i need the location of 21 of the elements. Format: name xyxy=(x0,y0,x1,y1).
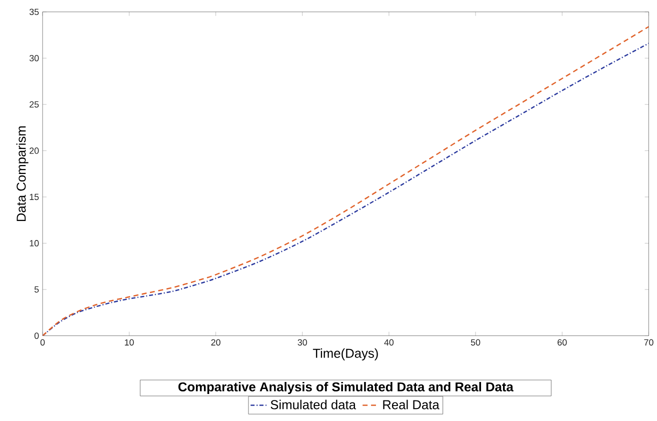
y-tick-label: 25 xyxy=(30,101,39,108)
y-tick-label: 10 xyxy=(30,240,39,246)
legend-label: Real Data xyxy=(383,400,440,410)
x-tick-label: 0 xyxy=(40,339,45,346)
legend-label: Simulated data xyxy=(270,400,356,410)
x-tick-label: 20 xyxy=(211,339,220,346)
y-axis-title: Data Comparism xyxy=(16,126,28,222)
y-tick-label: 5 xyxy=(34,286,39,293)
x-tick-label: 50 xyxy=(470,339,480,346)
x-tick-label: 40 xyxy=(384,339,394,346)
x-tick-label: 30 xyxy=(298,339,307,346)
y-tick-label: 0 xyxy=(34,332,39,339)
y-tick-label: 15 xyxy=(30,194,39,200)
x-tick-label: 70 xyxy=(644,339,654,346)
x-tick-label: 60 xyxy=(558,339,567,346)
y-tick-label: 35 xyxy=(30,8,39,16)
legend-title: Comparative Analysis of Simulated Data and Real Data xyxy=(178,382,514,394)
x-axis-title: Time(Days) xyxy=(312,348,378,360)
x-tick-label: 10 xyxy=(124,339,134,346)
y-tick-label: 30 xyxy=(30,55,39,62)
y-tick-label: 20 xyxy=(30,148,39,154)
